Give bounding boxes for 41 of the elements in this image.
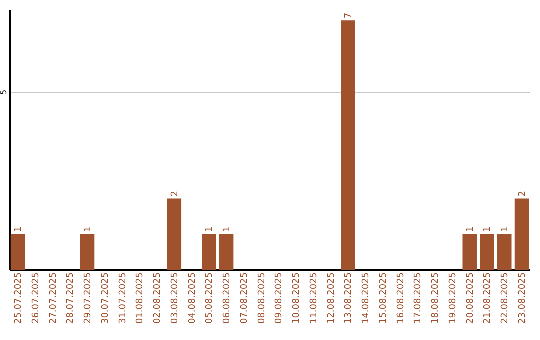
x-tick-label: 15.08.2025 (378, 272, 389, 324)
data-label: 1 (500, 226, 511, 232)
x-tick-label: 02.08.2025 (153, 272, 164, 324)
x-tick-label: 26.07.2025 (31, 272, 42, 324)
x-tick-label: 23.08.2025 (518, 272, 528, 324)
data-label: 7 (344, 12, 354, 19)
data-label: 1 (222, 226, 233, 232)
x-tick-label: 10.08.2025 (292, 272, 302, 324)
x-tick-label: 20.08.2025 (466, 272, 476, 324)
x-tick-label: 14.08.2025 (362, 272, 372, 324)
x-tick-label: 12.08.2025 (326, 272, 337, 324)
data-label: 2 (170, 191, 180, 197)
x-tick-label: 21.08.2025 (483, 272, 494, 324)
x-tick-label: 07.08.2025 (240, 272, 250, 324)
y-tick-label: 5 (0, 90, 8, 95)
data-label: 1 (14, 226, 24, 232)
x-tick-label: 04.08.2025 (188, 272, 198, 324)
x-tick-label: 01.08.2025 (136, 272, 146, 324)
x-tick-label: 30.07.2025 (100, 272, 111, 324)
x-tick-label: 25.07.2025 (14, 272, 24, 324)
x-tick-label: 31.07.2025 (118, 272, 128, 324)
x-tick-label: 09.08.2025 (274, 272, 285, 324)
x-tick-label: 22.08.2025 (500, 272, 511, 324)
data-label: 1 (84, 226, 94, 232)
x-tick-label: 18.08.2025 (431, 272, 442, 324)
x-tick-label: 13.08.2025 (344, 272, 354, 324)
x-tick-label: 29.07.2025 (84, 272, 94, 324)
data-label: 1 (205, 226, 216, 232)
x-tick-label: 19.08.2025 (448, 272, 458, 324)
x-tick-label: 11.08.2025 (309, 272, 320, 324)
data-label: 1 (466, 226, 476, 232)
x-tick-label: 16.08.2025 (396, 272, 406, 324)
x-tick-label: 06.08.2025 (222, 272, 233, 324)
x-tick-label: 17.08.2025 (414, 272, 424, 324)
x-tick-label: 03.08.2025 (170, 272, 180, 324)
data-label: 1 (483, 226, 494, 232)
x-tick-label: 27.07.2025 (48, 272, 59, 324)
data-label: 2 (518, 191, 528, 197)
x-tick-label: 08.08.2025 (257, 272, 268, 324)
x-tick-label: 05.08.2025 (205, 272, 216, 324)
x-tick-label: 28.07.2025 (66, 272, 76, 324)
